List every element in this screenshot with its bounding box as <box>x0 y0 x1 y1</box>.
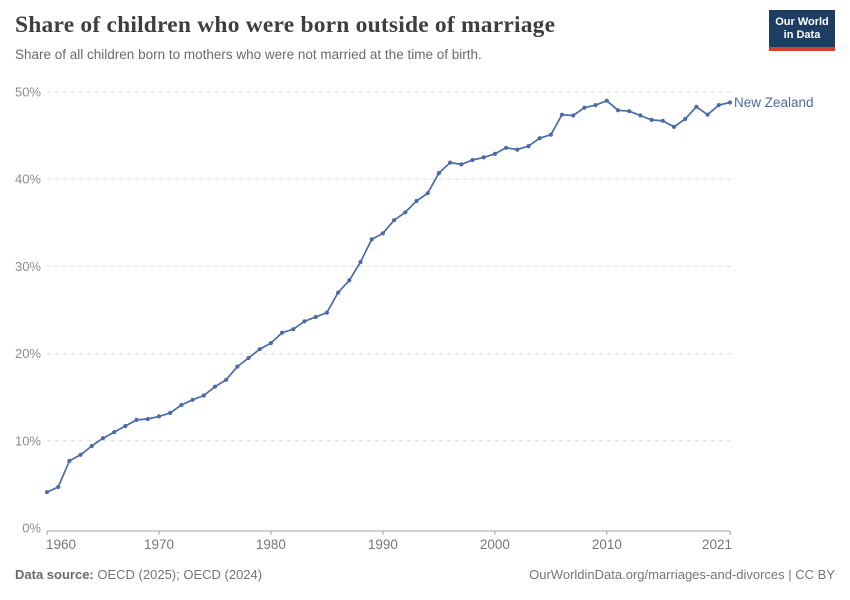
data-point-marker <box>190 397 195 402</box>
data-point-marker <box>246 355 251 361</box>
page-title: Share of children who were born outside … <box>15 12 556 38</box>
svg-text:0%: 0% <box>22 521 41 536</box>
data-point-marker <box>358 259 363 265</box>
data-point-marker <box>123 423 128 429</box>
data-point-marker <box>604 98 609 103</box>
data-point-marker <box>369 237 374 242</box>
data-point-marker <box>280 330 285 335</box>
data-point-marker <box>392 218 397 223</box>
x-axis-labels: 1960 1970 1980 1990 2000 2010 2021 <box>46 537 732 552</box>
data-point-marker <box>481 155 486 160</box>
data-point-marker <box>324 310 329 315</box>
data-point-marker <box>537 136 542 141</box>
data-point-marker <box>347 278 352 283</box>
data-point-marker <box>515 147 520 152</box>
data-point-marker <box>649 117 654 122</box>
data-point-marker <box>671 124 677 129</box>
svg-text:40%: 40% <box>15 172 41 187</box>
data-point-marker <box>302 319 307 324</box>
data-point-marker <box>201 393 206 398</box>
series-end-label[interactable]: New Zealand <box>734 95 814 110</box>
data-point-marker <box>212 384 218 389</box>
data-point-marker <box>492 151 497 156</box>
owid-logo-line1: Our World <box>775 16 829 28</box>
data-point-marker <box>156 414 162 419</box>
data-point-marker <box>593 103 598 108</box>
data-point-marker <box>134 417 139 422</box>
data-point-marker <box>582 105 587 110</box>
data-point-marker <box>224 377 229 382</box>
svg-text:1980: 1980 <box>256 537 286 552</box>
data-point-marker <box>660 118 665 123</box>
data-source-text: OECD (2025); OECD (2024) <box>97 567 263 582</box>
chart-footer: Data source: OECD (2025); OECD (2024) Ou… <box>15 567 835 582</box>
data-point-marker <box>336 290 341 295</box>
data-point-marker <box>627 109 632 114</box>
svg-text:50%: 50% <box>15 85 41 100</box>
data-point-marker <box>235 364 240 369</box>
data-point-marker <box>448 160 453 165</box>
data-point-marker <box>727 100 733 105</box>
svg-text:2000: 2000 <box>480 537 510 552</box>
data-point-marker <box>100 436 106 441</box>
chart-header: Share of children who were born outside … <box>15 12 740 62</box>
data-series-line[interactable] <box>44 98 733 495</box>
y-gridlines <box>47 91 732 442</box>
svg-text:30%: 30% <box>15 259 41 274</box>
data-point-marker <box>403 210 408 215</box>
data-point-marker <box>44 490 50 495</box>
data-point-marker <box>257 347 262 352</box>
attribution-link[interactable]: OurWorldinData.org/marriages-and-divorce… <box>529 567 835 582</box>
y-axis-labels: 0% 10% 20% 30% 40% 50% <box>15 85 41 536</box>
data-source-note: Data source: OECD (2025); OECD (2024) <box>15 567 262 582</box>
svg-text:20%: 20% <box>15 346 41 361</box>
chart-subtitle: Share of all children born to mothers wh… <box>15 47 482 62</box>
data-point-marker <box>268 341 273 346</box>
data-point-marker <box>56 484 61 490</box>
data-point-marker <box>638 113 643 118</box>
data-point-marker <box>436 171 441 176</box>
data-point-marker <box>683 116 688 122</box>
data-point-marker <box>380 231 385 236</box>
data-point-marker <box>414 198 419 204</box>
data-point-marker <box>112 430 117 435</box>
data-point-marker <box>705 112 710 117</box>
owid-logo-line2: in Data <box>783 29 821 41</box>
data-point-marker <box>548 132 554 137</box>
data-point-marker <box>425 191 430 196</box>
svg-text:1970: 1970 <box>144 537 174 552</box>
data-point-marker <box>459 162 464 167</box>
data-point-marker <box>559 112 565 117</box>
data-point-marker <box>504 145 509 150</box>
data-point-marker <box>168 410 173 415</box>
svg-text:2021: 2021 <box>702 537 732 552</box>
data-point-marker <box>78 452 83 457</box>
x-axis <box>46 530 731 535</box>
data-point-marker <box>291 327 296 332</box>
data-point-marker <box>179 402 184 408</box>
data-source-label: Data source: <box>15 567 94 582</box>
svg-text:1960: 1960 <box>46 537 76 552</box>
data-point-marker <box>67 458 72 463</box>
data-point-marker <box>615 108 621 113</box>
svg-text:10%: 10% <box>15 433 41 448</box>
owid-logo[interactable]: Our World in Data <box>769 10 835 51</box>
data-point-marker <box>571 113 576 118</box>
data-point-marker <box>470 157 475 163</box>
svg-text:2010: 2010 <box>592 537 622 552</box>
data-point-marker <box>313 314 318 320</box>
data-point-marker <box>145 416 150 422</box>
data-point-marker <box>526 144 531 149</box>
data-point-marker <box>694 104 699 109</box>
data-point-marker <box>716 103 721 108</box>
data-point-marker <box>89 443 94 449</box>
svg-text:1990: 1990 <box>368 537 398 552</box>
